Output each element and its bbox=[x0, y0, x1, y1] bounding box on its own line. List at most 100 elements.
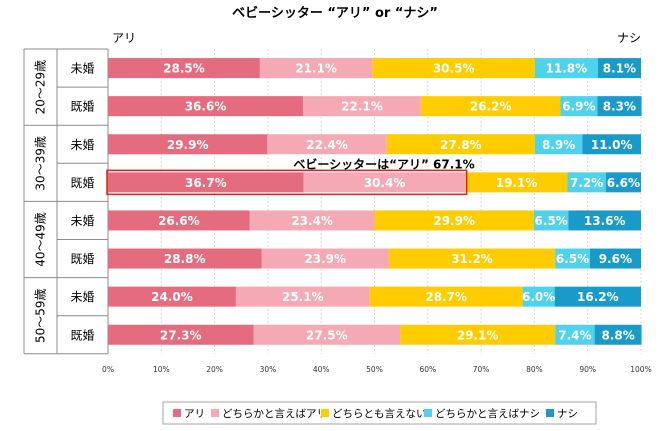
bar-segment bbox=[259, 58, 373, 79]
bar-segment bbox=[374, 210, 534, 231]
bar-segment bbox=[108, 172, 304, 193]
bar-value-label: 6.5% bbox=[535, 214, 568, 228]
bar-value-label: 27.8% bbox=[440, 138, 482, 152]
group-label: 30〜39歳 bbox=[34, 136, 48, 191]
x-tick-label: 10% bbox=[153, 365, 170, 374]
row-label: 未婚 bbox=[70, 290, 94, 304]
x-tick-label: 0% bbox=[102, 365, 114, 374]
bar-segment bbox=[372, 58, 535, 79]
bar-segment bbox=[108, 248, 262, 269]
bar-segment bbox=[249, 210, 375, 231]
bar-segment bbox=[533, 210, 569, 231]
bar-segment bbox=[589, 248, 641, 269]
bar-segment bbox=[522, 286, 555, 307]
bar-segment bbox=[303, 96, 421, 117]
legend-swatch bbox=[173, 409, 181, 417]
row-label: 未婚 bbox=[70, 214, 94, 228]
bar-value-label: 36.6% bbox=[185, 100, 227, 114]
x-tick-label: 40% bbox=[313, 365, 330, 374]
bar-value-label: 6.9% bbox=[562, 100, 595, 114]
legend-label: どちらかと言えばナシ bbox=[435, 407, 540, 420]
bar-segment bbox=[555, 248, 590, 269]
bar-value-label: 24.0% bbox=[151, 290, 193, 304]
group-label: 40〜49歳 bbox=[34, 212, 48, 267]
x-tick-label: 70% bbox=[473, 365, 490, 374]
bar-value-label: 23.4% bbox=[291, 214, 333, 228]
row-label-frame bbox=[23, 48, 109, 355]
legend-label: ナシ bbox=[557, 408, 578, 420]
bar-segment bbox=[303, 172, 466, 193]
bar-value-label: 26.6% bbox=[158, 214, 200, 228]
legend-swatch bbox=[424, 409, 432, 417]
chart-title: ベビーシッター “アリ” or “ナシ” bbox=[232, 5, 438, 21]
bar-value-label: 21.1% bbox=[295, 62, 337, 76]
bar-value-label: 23.9% bbox=[304, 252, 346, 266]
bar-value-label: 28.7% bbox=[425, 290, 467, 304]
annotation-box bbox=[106, 169, 468, 196]
right-end-label: ナシ bbox=[617, 31, 641, 45]
bar-segment bbox=[420, 96, 561, 117]
bar-segment bbox=[108, 324, 254, 345]
bar-segment bbox=[108, 210, 250, 231]
bar-segment bbox=[567, 172, 606, 193]
bar-segment bbox=[594, 324, 642, 345]
group-labels: 20〜29歳 30〜39歳 40〜49歳 50〜59歳 bbox=[34, 60, 48, 343]
left-end-label: アリ bbox=[112, 31, 136, 45]
bar-value-label: 6.6% bbox=[607, 176, 640, 190]
bar-value-label: 13.6% bbox=[584, 214, 626, 228]
annotation: ベビーシッターは“アリ” 67.1% bbox=[106, 156, 475, 196]
bar-segment bbox=[386, 134, 535, 155]
bar-segment bbox=[400, 324, 556, 345]
bar-value-label: 27.5% bbox=[306, 328, 348, 342]
bar-segment bbox=[582, 134, 641, 155]
x-tick-label: 60% bbox=[419, 365, 436, 374]
row-label: 未婚 bbox=[70, 138, 94, 152]
bar-segment bbox=[261, 248, 389, 269]
bar-segment bbox=[108, 96, 304, 117]
bar-value-label: 28.8% bbox=[164, 252, 206, 266]
x-tick-label: 50% bbox=[366, 365, 383, 374]
legend-swatch bbox=[321, 409, 329, 417]
bar-value-label: 19.1% bbox=[496, 176, 538, 190]
bar-segment bbox=[108, 286, 236, 307]
bar-segment bbox=[605, 172, 641, 193]
bar-value-label: 31.2% bbox=[451, 252, 493, 266]
legend-swatch bbox=[211, 409, 219, 417]
annotation-text: ベビーシッターは“アリ” 67.1% bbox=[293, 156, 474, 171]
bar-segment bbox=[568, 210, 641, 231]
bar-segment bbox=[554, 286, 641, 307]
bar-segment bbox=[108, 134, 268, 155]
legend-frame bbox=[162, 401, 597, 425]
bar-segment bbox=[267, 134, 387, 155]
x-axis-ticks: 0% 10% 20% 30% 40% 50% 60% 70% 80% 90% 100% bbox=[102, 365, 652, 374]
bar-value-label: 29.1% bbox=[457, 328, 499, 342]
row-label: 既婚 bbox=[70, 328, 94, 342]
bar-value-label: 8.8% bbox=[601, 328, 634, 342]
x-tick-label: 90% bbox=[579, 365, 596, 374]
bar-value-label: 29.9% bbox=[167, 138, 209, 152]
row-label: 既婚 bbox=[70, 252, 94, 266]
bar-value-label: 6.5% bbox=[556, 252, 589, 266]
row-label: 既婚 bbox=[70, 100, 94, 114]
row-label: 未婚 bbox=[70, 62, 94, 76]
bar-value-label: 16.2% bbox=[577, 290, 619, 304]
bar-segment bbox=[555, 324, 595, 345]
bar-value-label: 30.5% bbox=[433, 62, 475, 76]
bar-value-label: 6.0% bbox=[522, 290, 555, 304]
bar-value-label: 11.8% bbox=[546, 62, 588, 76]
bar-value-labels: 28.5% 21.1% 30.5% 11.8% 8.1% 36.6% 22.1% 26.2% 6… bbox=[151, 62, 640, 343]
bar-value-label: 36.7% bbox=[185, 176, 227, 190]
bar-value-label: 25.1% bbox=[282, 290, 324, 304]
x-tick-label: 80% bbox=[526, 365, 543, 374]
group-label: 50〜59歳 bbox=[34, 288, 48, 343]
row-label: 既婚 bbox=[70, 176, 94, 190]
bar-segment bbox=[253, 324, 401, 345]
bar-value-label: 8.9% bbox=[542, 138, 575, 152]
bar-value-label: 30.4% bbox=[364, 176, 406, 190]
bar-value-label: 8.1% bbox=[603, 62, 636, 76]
bar-segments bbox=[108, 58, 642, 345]
x-tick-label: 30% bbox=[260, 365, 277, 374]
bar-segment bbox=[560, 96, 598, 117]
legend-label: どちらかと言えばアリ bbox=[222, 407, 327, 420]
